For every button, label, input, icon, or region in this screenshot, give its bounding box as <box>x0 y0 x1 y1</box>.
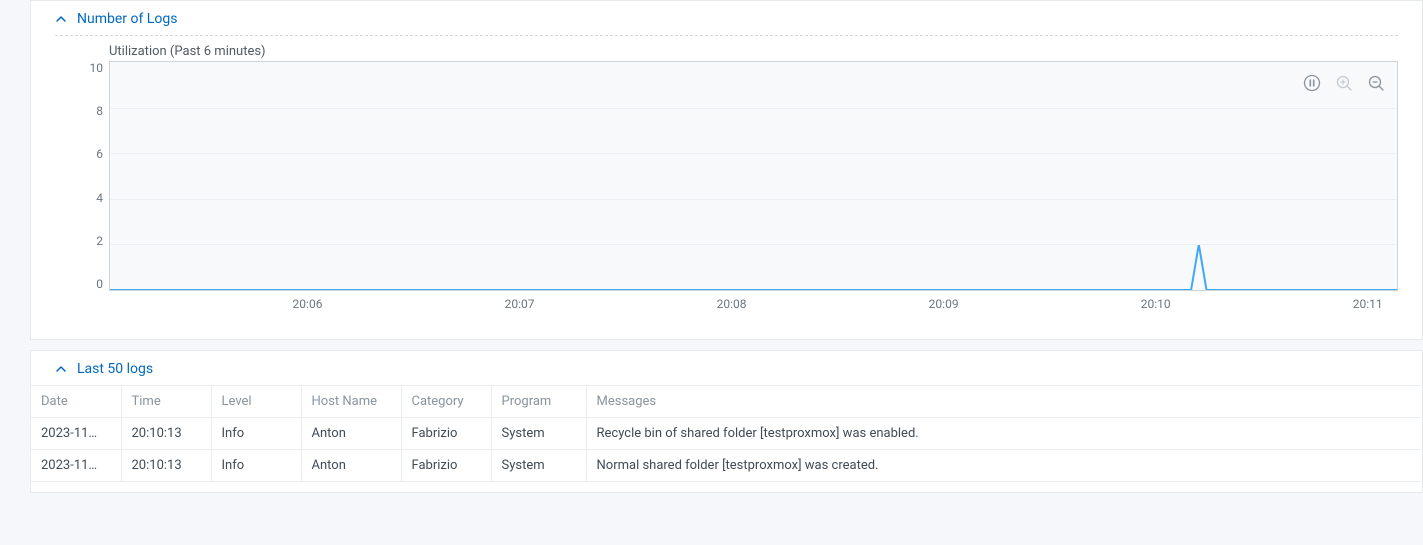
table-cell: Normal shared folder [testproxmox] was c… <box>586 450 1422 482</box>
gridline <box>110 108 1397 109</box>
y-tick: 10 <box>90 61 104 75</box>
column-header[interactable]: Category <box>401 386 491 418</box>
logs-table: DateTimeLevelHost NameCategoryProgramMes… <box>31 385 1422 482</box>
table-cell: Fabrizio <box>401 418 491 450</box>
x-tick: 20:11 <box>1353 297 1383 311</box>
table-cell: Anton <box>301 418 401 450</box>
table-cell: 2023-11… <box>31 418 121 450</box>
y-tick: 0 <box>96 277 103 291</box>
x-tick: 20:08 <box>717 297 747 311</box>
section-title-logs: Number of Logs <box>77 11 177 27</box>
chart-area: 10 8 6 4 2 0 <box>81 61 1398 291</box>
chart-subtitle: Utilization (Past 6 minutes) <box>109 44 1398 59</box>
line-chart-svg <box>110 62 1397 290</box>
table-body: 2023-11…20:10:13InfoAntonFabrizioSystemR… <box>31 418 1422 482</box>
column-header[interactable]: Level <box>211 386 301 418</box>
chart-plot[interactable] <box>109 61 1398 291</box>
gridline <box>110 244 1397 245</box>
x-tick: 20:09 <box>929 297 959 311</box>
table-cell: 20:10:13 <box>121 418 211 450</box>
table-cell: Recycle bin of shared folder [testproxmo… <box>586 418 1422 450</box>
table-header: DateTimeLevelHost NameCategoryProgramMes… <box>31 386 1422 418</box>
column-header[interactable]: Date <box>31 386 121 418</box>
table-cell: Fabrizio <box>401 450 491 482</box>
x-tick: 20:06 <box>293 297 323 311</box>
y-tick: 8 <box>96 104 103 118</box>
gridline <box>110 199 1397 200</box>
chart-toolbar <box>1301 72 1387 94</box>
chart-container: Utilization (Past 6 minutes) 10 8 6 4 2 0 <box>31 36 1422 339</box>
zoom-out-icon[interactable] <box>1365 72 1387 94</box>
column-header[interactable]: Program <box>491 386 586 418</box>
column-header[interactable]: Time <box>121 386 211 418</box>
last-logs-panel: Last 50 logs DateTimeLevelHost NameCateg… <box>30 350 1423 493</box>
table-cell: 2023-11… <box>31 450 121 482</box>
pause-icon[interactable] <box>1301 72 1323 94</box>
section-header-logs[interactable]: Number of Logs <box>31 1 1422 35</box>
table-cell: Info <box>211 450 301 482</box>
table-cell: 20:10:13 <box>121 450 211 482</box>
number-of-logs-panel: Number of Logs Utilization (Past 6 minut… <box>30 0 1423 340</box>
table-cell: System <box>491 418 586 450</box>
gridline <box>110 153 1397 154</box>
y-axis: 10 8 6 4 2 0 <box>81 61 109 291</box>
x-axis: 20:06 20:07 20:08 20:09 20:10 20:11 <box>109 297 1398 315</box>
section-title-last-logs: Last 50 logs <box>77 361 153 377</box>
y-tick: 6 <box>96 147 103 161</box>
zoom-in-icon <box>1333 72 1355 94</box>
table-cell: Info <box>211 418 301 450</box>
table-row[interactable]: 2023-11…20:10:13InfoAntonFabrizioSystemR… <box>31 418 1422 450</box>
x-tick: 20:10 <box>1141 297 1171 311</box>
table-cell: Anton <box>301 450 401 482</box>
x-tick: 20:07 <box>505 297 535 311</box>
chevron-up-icon[interactable] <box>55 363 67 375</box>
y-tick: 4 <box>96 191 103 205</box>
section-header-last-logs[interactable]: Last 50 logs <box>31 351 1422 385</box>
y-tick: 2 <box>96 234 103 248</box>
column-header[interactable]: Messages <box>586 386 1422 418</box>
column-header[interactable]: Host Name <box>301 386 401 418</box>
chevron-up-icon[interactable] <box>55 13 67 25</box>
table-row[interactable]: 2023-11…20:10:13InfoAntonFabrizioSystemN… <box>31 450 1422 482</box>
table-cell: System <box>491 450 586 482</box>
